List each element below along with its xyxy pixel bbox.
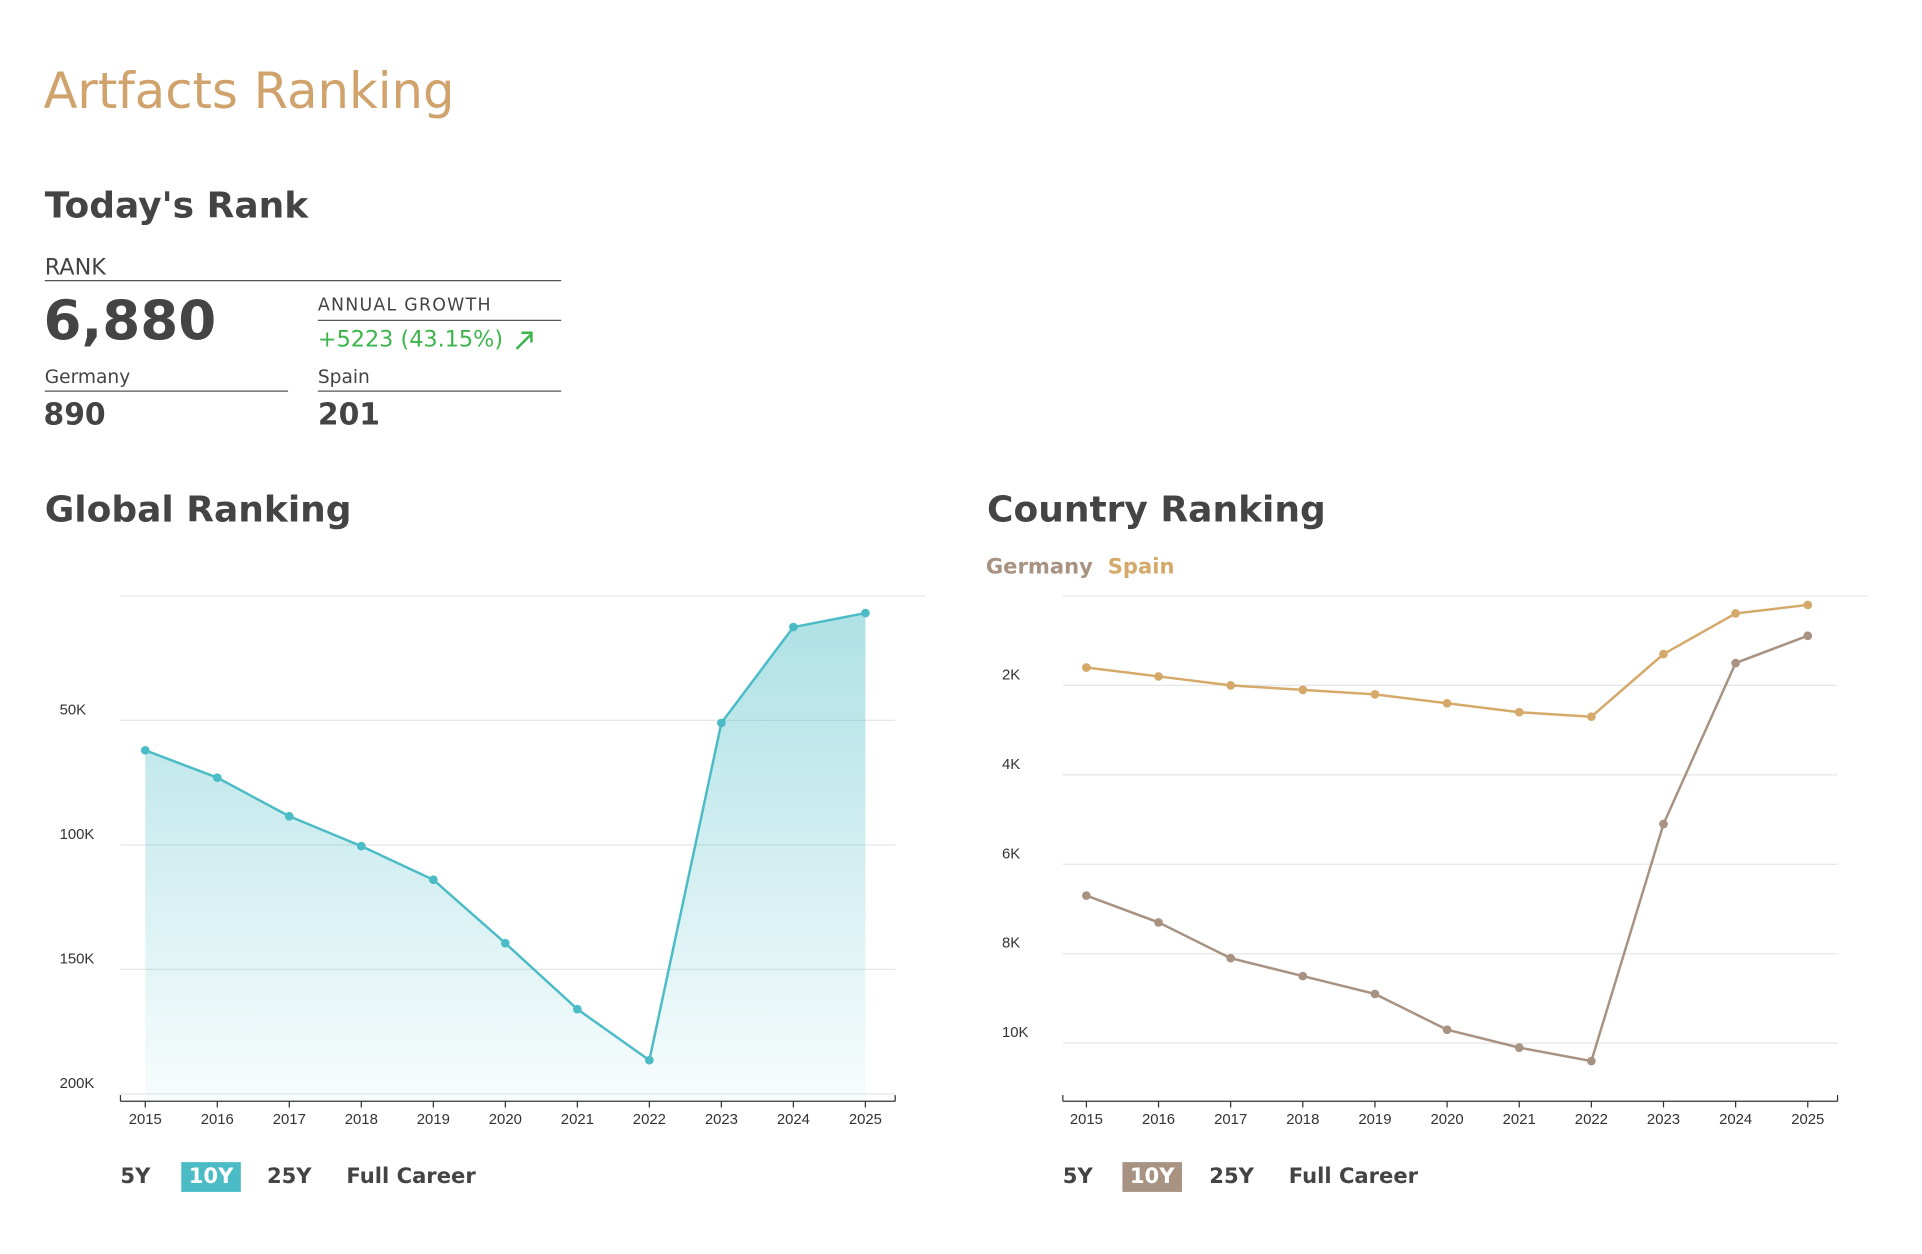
x-tick-label: 2021 <box>561 1112 594 1128</box>
x-tick-label: 2018 <box>345 1112 378 1128</box>
x-tick-label: 2019 <box>1358 1112 1391 1128</box>
x-tick-label: 2023 <box>705 1112 738 1128</box>
x-tick-label: 2022 <box>633 1112 666 1128</box>
point <box>500 938 510 948</box>
x-tick-label: 2015 <box>129 1112 162 1128</box>
range-button[interactable]: Full Career <box>1289 1163 1419 1188</box>
point <box>1587 712 1596 722</box>
point <box>789 622 798 632</box>
x-tick-label: 2024 <box>1719 1112 1752 1128</box>
point <box>645 1055 654 1065</box>
area <box>145 613 866 1102</box>
y-tick-label: 6K <box>1002 846 1020 862</box>
x-tick-label: 2015 <box>1070 1112 1103 1128</box>
x-tick-label: 2023 <box>1647 1112 1680 1128</box>
growth-arrow <box>515 331 533 350</box>
legend-item[interactable]: Spain <box>1108 553 1175 578</box>
point <box>1226 681 1236 690</box>
country-rank: 201 <box>318 397 380 432</box>
point <box>428 875 438 885</box>
x-tick-label: 2025 <box>849 1112 882 1128</box>
y-tick-label: 200K <box>60 1076 95 1092</box>
range-button[interactable]: Full Career <box>346 1163 476 1188</box>
x-tick-label: 2022 <box>1575 1112 1608 1128</box>
point <box>1659 649 1668 659</box>
range-button-bg[interactable] <box>1122 1162 1182 1192</box>
growth-value: +5223 (43.15%) <box>318 327 503 353</box>
legend-item[interactable]: Germany <box>986 553 1093 578</box>
x-tick-label: 2020 <box>489 1112 522 1128</box>
x-tick-label: 2018 <box>1286 1112 1319 1128</box>
x-tick-label: 2016 <box>1142 1112 1175 1128</box>
chart-title: Global Ranking <box>45 490 352 531</box>
point <box>1803 600 1813 610</box>
point <box>861 608 870 618</box>
point <box>1154 918 1163 927</box>
rank-label: RANK <box>45 255 108 281</box>
range-button-bg[interactable] <box>181 1162 241 1192</box>
x-tick-label: 2017 <box>1214 1112 1247 1128</box>
y-tick-label: 4K <box>1002 757 1020 773</box>
point <box>717 718 726 728</box>
point <box>1587 1056 1596 1066</box>
point <box>356 841 366 851</box>
range-button[interactable]: 5Y <box>120 1163 151 1188</box>
range-button[interactable]: 10Y <box>1130 1163 1175 1188</box>
point <box>284 811 294 821</box>
rank-value: 6,880 <box>43 288 216 352</box>
point <box>1370 689 1380 699</box>
point <box>1298 971 1308 981</box>
y-tick-label: 100K <box>60 827 95 843</box>
range-button[interactable]: 5Y <box>1063 1163 1094 1188</box>
y-tick-label: 8K <box>1002 936 1020 952</box>
point <box>1226 953 1236 963</box>
point <box>1442 1025 1452 1035</box>
point <box>1370 989 1380 999</box>
point <box>573 1004 582 1014</box>
range-button[interactable]: 10Y <box>189 1163 234 1188</box>
y-tick-label: 50K <box>60 702 87 718</box>
country-rank: 890 <box>43 397 105 432</box>
chart-title: Country Ranking <box>987 490 1326 531</box>
point <box>1298 685 1308 695</box>
x-tick-label: 2019 <box>417 1112 450 1128</box>
point <box>1082 891 1091 900</box>
section-heading: Today's Rank <box>45 185 310 226</box>
x-tick-label: 2017 <box>273 1112 306 1128</box>
y-tick-label: 2K <box>1002 667 1020 683</box>
x-tick-label: 2016 <box>201 1112 234 1128</box>
point <box>1731 609 1740 618</box>
point <box>1442 698 1452 708</box>
x-tick-label: 2021 <box>1503 1112 1536 1128</box>
point <box>1731 658 1740 668</box>
point <box>1659 819 1668 829</box>
point <box>1803 631 1813 641</box>
point <box>1082 663 1091 672</box>
range-button[interactable]: 25Y <box>267 1163 312 1188</box>
point <box>1514 1043 1524 1052</box>
growth-label: ANNUAL GROWTH <box>318 295 492 315</box>
point <box>212 773 222 783</box>
y-tick-label: 150K <box>60 951 95 967</box>
x-tick-label: 2020 <box>1431 1112 1464 1128</box>
y-tick-label: 10K <box>1002 1025 1029 1041</box>
page-title: Artfacts Ranking <box>43 62 454 120</box>
x-tick-label: 2025 <box>1791 1112 1824 1128</box>
x-tick-label: 2024 <box>777 1112 810 1128</box>
point <box>1514 707 1524 717</box>
range-button[interactable]: 25Y <box>1209 1163 1254 1188</box>
point <box>1154 672 1163 681</box>
country-label: Germany <box>45 367 131 388</box>
country-label: Spain <box>318 367 370 388</box>
point <box>140 745 150 755</box>
